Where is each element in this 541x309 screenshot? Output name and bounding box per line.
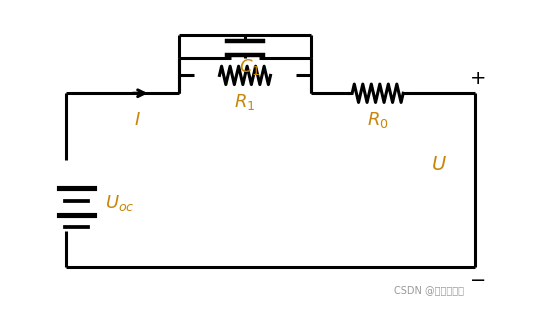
Text: $R_0$: $R_0$ — [367, 110, 388, 129]
Text: $I$: $I$ — [134, 111, 141, 129]
Text: $-$: $-$ — [469, 269, 485, 288]
Text: $C_1$: $C_1$ — [239, 57, 261, 77]
Text: $U$: $U$ — [431, 155, 447, 174]
Text: $+$: $+$ — [469, 69, 485, 88]
Text: $R_1$: $R_1$ — [234, 92, 256, 112]
Text: CSDN @新能源姥大: CSDN @新能源姥大 — [394, 285, 464, 295]
Text: $U_{oc}$: $U_{oc}$ — [104, 193, 134, 213]
